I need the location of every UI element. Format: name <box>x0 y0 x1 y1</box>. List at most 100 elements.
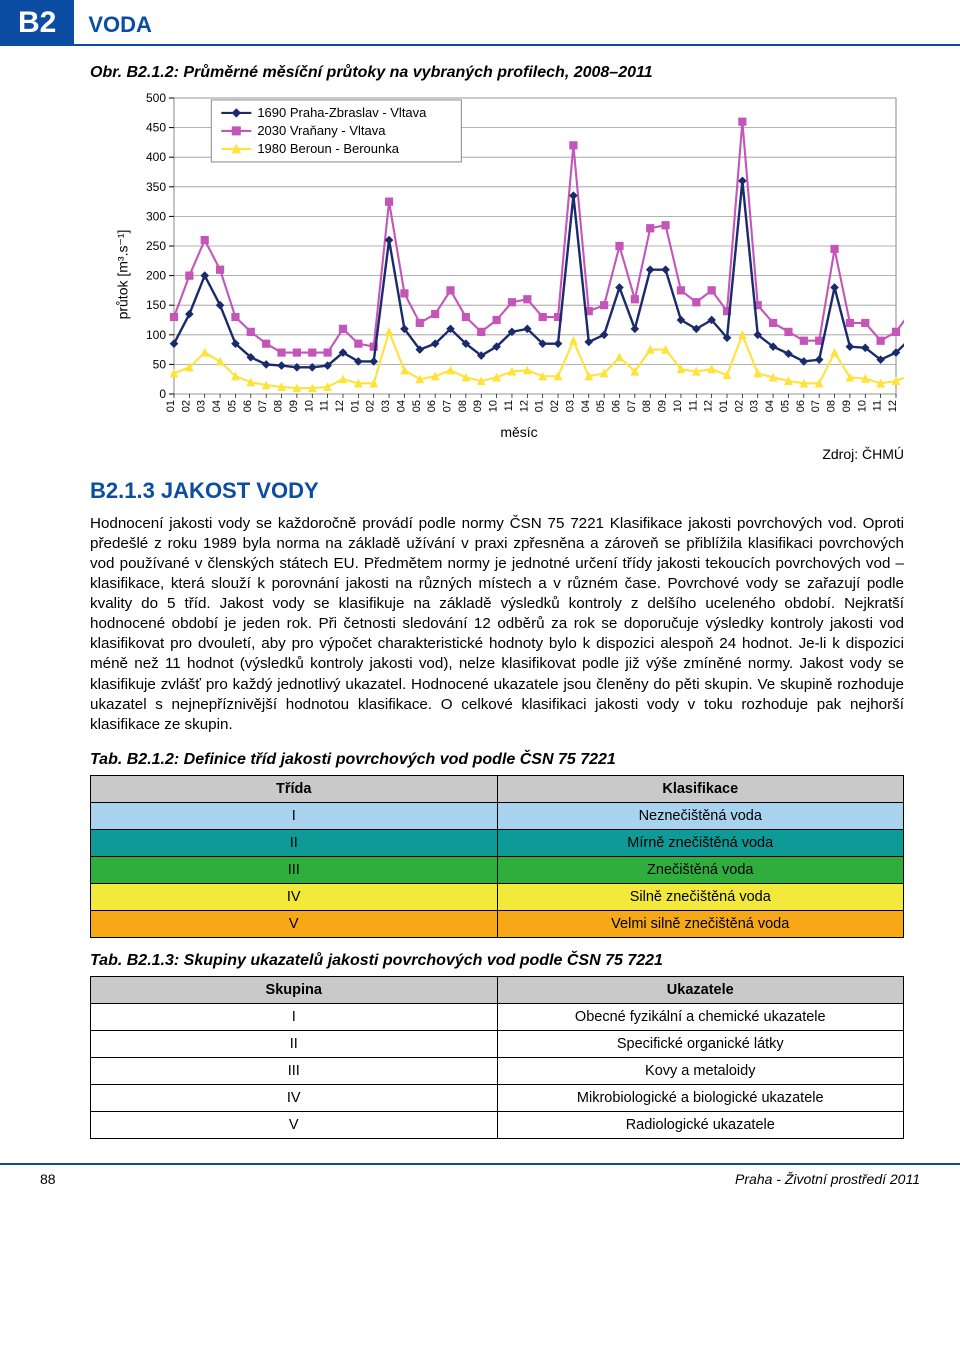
svg-text:06: 06 <box>242 400 254 412</box>
svg-text:06: 06 <box>426 400 438 412</box>
table2-head-1: Ukazatele <box>497 976 904 1003</box>
figure-title: Obr. B2.1.2: Průměrné měsíční průtoky na… <box>90 64 904 82</box>
svg-text:07: 07 <box>626 400 638 412</box>
svg-text:02: 02 <box>365 400 377 412</box>
svg-text:400: 400 <box>146 150 166 164</box>
chart-container: průtok [m³.s⁻¹] 050100150200250300350400… <box>90 92 904 440</box>
table2-row: IVMikrobiologické a biologické ukazatele <box>91 1084 904 1111</box>
table2-cell-ukazatele: Radiologické ukazatele <box>497 1111 904 1138</box>
svg-text:03: 03 <box>196 400 208 412</box>
svg-text:04: 04 <box>580 400 592 412</box>
table1-cell-trida: IV <box>91 883 498 910</box>
table1-cell-klas: Znečištěná voda <box>497 856 904 883</box>
svg-text:10: 10 <box>856 400 868 412</box>
svg-text:12: 12 <box>518 400 530 412</box>
table1-cell-trida: II <box>91 829 498 856</box>
svg-text:11: 11 <box>687 400 699 411</box>
table1-row: INeznečištěná voda <box>91 802 904 829</box>
svg-text:12: 12 <box>703 400 715 412</box>
svg-text:0: 0 <box>159 387 166 401</box>
table2-row: IIIKovy a metaloidy <box>91 1057 904 1084</box>
svg-text:200: 200 <box>146 269 166 283</box>
svg-text:09: 09 <box>841 400 853 412</box>
page-number: 88 <box>40 1171 56 1187</box>
svg-text:04: 04 <box>764 400 776 412</box>
table1-head-1: Klasifikace <box>497 775 904 802</box>
svg-text:03: 03 <box>749 400 761 412</box>
svg-text:03: 03 <box>564 400 576 412</box>
svg-text:05: 05 <box>226 400 238 412</box>
svg-text:500: 500 <box>146 92 166 105</box>
table1-row: IIIZnečištěná voda <box>91 856 904 883</box>
svg-text:450: 450 <box>146 121 166 135</box>
line-chart: 0501001502002503003504004505000102030405… <box>134 92 904 422</box>
table2-cell-skupina: III <box>91 1057 498 1084</box>
svg-text:10: 10 <box>303 400 315 412</box>
svg-text:11: 11 <box>872 400 884 411</box>
svg-text:12: 12 <box>334 400 346 412</box>
table1-cell-trida: V <box>91 910 498 937</box>
svg-text:07: 07 <box>810 400 822 412</box>
svg-text:08: 08 <box>641 400 653 412</box>
svg-text:06: 06 <box>610 400 622 412</box>
figure-source: Zdroj: ČHMÚ <box>90 446 904 462</box>
table1-cell-trida: I <box>91 802 498 829</box>
table2-cell-ukazatele: Mikrobiologické a biologické ukazatele <box>497 1084 904 1111</box>
table2-cell-skupina: II <box>91 1030 498 1057</box>
table1-title: Tab. B2.1.2: Definice tříd jakosti povrc… <box>90 751 904 769</box>
svg-text:12: 12 <box>887 400 899 412</box>
svg-text:06: 06 <box>795 400 807 412</box>
table1-row: VVelmi silně znečištěná voda <box>91 910 904 937</box>
svg-text:100: 100 <box>146 328 166 342</box>
footer: 88 Praha - Životní prostředí 2011 <box>0 1163 960 1187</box>
table2-cell-ukazatele: Obecné fyzikální a chemické ukazatele <box>497 1003 904 1030</box>
svg-text:11: 11 <box>503 400 515 411</box>
svg-text:300: 300 <box>146 209 166 223</box>
svg-text:02: 02 <box>733 400 745 412</box>
table1-head-0: Třída <box>91 775 498 802</box>
svg-text:04: 04 <box>211 400 223 412</box>
header-bar: B2 VODA <box>0 0 960 46</box>
svg-text:02: 02 <box>549 400 561 412</box>
table2-cell-skupina: IV <box>91 1084 498 1111</box>
svg-text:09: 09 <box>657 400 669 412</box>
table1-cell-klas: Silně znečištěná voda <box>497 883 904 910</box>
table2-row: IISpecifické organické látky <box>91 1030 904 1057</box>
svg-text:08: 08 <box>273 400 285 412</box>
svg-text:01: 01 <box>165 400 177 412</box>
svg-text:05: 05 <box>411 400 423 412</box>
table1-row: IVSilně znečištěná voda <box>91 883 904 910</box>
svg-text:05: 05 <box>595 400 607 412</box>
table1-cell-klas: Velmi silně znečištěná voda <box>497 910 904 937</box>
svg-text:08: 08 <box>457 400 469 412</box>
table1-cell-klas: Mírně znečištěná voda <box>497 829 904 856</box>
svg-text:10: 10 <box>488 400 500 412</box>
table2-head-0: Skupina <box>91 976 498 1003</box>
table2-cell-skupina: I <box>91 1003 498 1030</box>
section-heading: B2.1.3 JAKOST VODY <box>90 478 904 504</box>
svg-text:50: 50 <box>153 357 167 371</box>
svg-text:07: 07 <box>442 400 454 412</box>
table2-row: VRadiologické ukazatele <box>91 1111 904 1138</box>
table2-cell-skupina: V <box>91 1111 498 1138</box>
svg-text:01: 01 <box>718 400 730 412</box>
y-axis-label: průtok [m³.s⁻¹] <box>114 230 131 320</box>
svg-text:11: 11 <box>319 400 331 411</box>
svg-text:09: 09 <box>472 400 484 412</box>
svg-text:1980 Beroun - Berounka: 1980 Beroun - Berounka <box>257 141 399 156</box>
table2-row: IObecné fyzikální a chemické ukazatele <box>91 1003 904 1030</box>
table-groups: Skupina Ukazatele IObecné fyzikální a ch… <box>90 976 904 1139</box>
table-classes: Třída Klasifikace INeznečištěná vodaIIMí… <box>90 775 904 938</box>
table2-cell-ukazatele: Specifické organické látky <box>497 1030 904 1057</box>
svg-text:08: 08 <box>826 400 838 412</box>
table1-cell-trida: III <box>91 856 498 883</box>
table2-cell-ukazatele: Kovy a metaloidy <box>497 1057 904 1084</box>
header-tab: B2 <box>0 0 74 44</box>
svg-text:250: 250 <box>146 239 166 253</box>
footer-text: Praha - Životní prostředí 2011 <box>735 1171 920 1187</box>
svg-text:01: 01 <box>349 400 361 412</box>
svg-text:09: 09 <box>288 400 300 412</box>
svg-text:10: 10 <box>672 400 684 412</box>
svg-text:05: 05 <box>779 400 791 412</box>
table2-title: Tab. B2.1.3: Skupiny ukazatelů jakosti p… <box>90 952 904 970</box>
